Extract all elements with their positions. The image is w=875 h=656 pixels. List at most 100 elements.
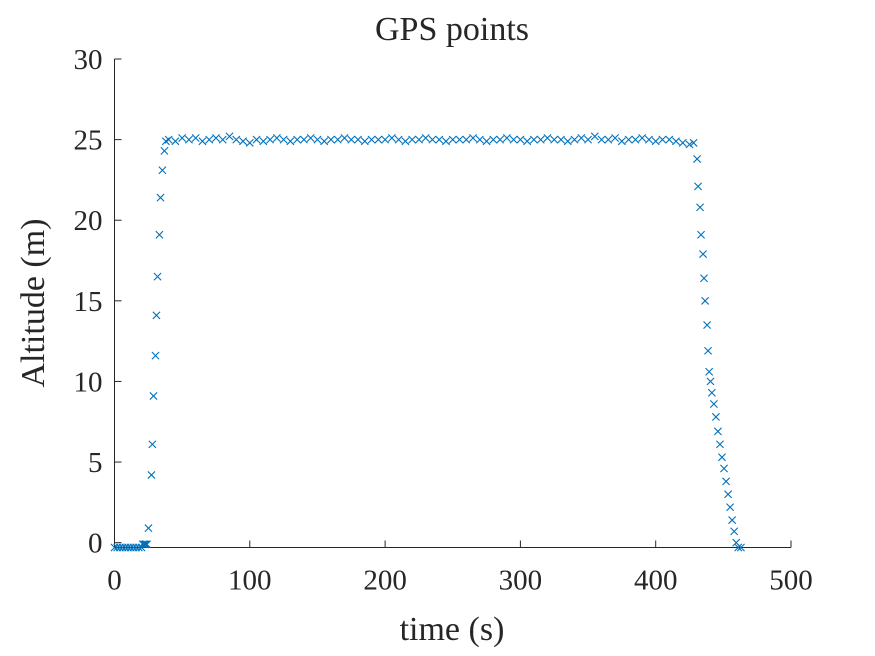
- marker: [705, 367, 714, 376]
- marker: [428, 135, 437, 144]
- marker: [678, 138, 687, 147]
- marker: [347, 135, 356, 144]
- marker: [360, 137, 369, 146]
- marker: [158, 166, 167, 175]
- y-tick-label: 30: [74, 44, 103, 76]
- marker: [631, 135, 640, 144]
- marker: [563, 137, 572, 146]
- marker: [489, 135, 498, 144]
- marker: [387, 134, 396, 142]
- x-tick-label: 500: [769, 565, 813, 597]
- x-tick-label: 100: [228, 565, 272, 597]
- marker: [704, 346, 713, 355]
- marker: [728, 516, 737, 525]
- marker: [326, 135, 335, 144]
- marker: [435, 135, 444, 144]
- y-axis-label: Altitude (m): [15, 218, 52, 387]
- marker: [502, 134, 511, 142]
- marker: [590, 132, 599, 141]
- marker: [225, 132, 234, 141]
- marker: [152, 311, 161, 320]
- marker: [151, 351, 160, 360]
- marker: [685, 140, 694, 149]
- marker: [142, 540, 151, 549]
- marker: [693, 154, 702, 163]
- marker: [153, 272, 162, 281]
- marker: [536, 135, 545, 144]
- marker: [726, 503, 735, 512]
- marker: [722, 477, 731, 486]
- y-tick-label: 25: [74, 125, 103, 157]
- marker: [557, 135, 565, 144]
- marker: [306, 134, 315, 142]
- chart-title: GPS points: [375, 11, 529, 48]
- marker: [496, 135, 505, 144]
- marker: [239, 137, 248, 146]
- marker: [421, 134, 430, 142]
- marker: [597, 135, 606, 144]
- marker: [469, 134, 478, 142]
- marker: [313, 135, 322, 144]
- marker: [408, 135, 417, 144]
- marker: [707, 388, 716, 397]
- marker: [482, 137, 491, 146]
- marker: [703, 321, 712, 330]
- marker: [697, 230, 706, 239]
- marker: [191, 134, 200, 142]
- marker: [211, 134, 220, 142]
- y-tick-label: 0: [88, 528, 103, 560]
- x-tick-label: 400: [634, 565, 678, 597]
- marker: [718, 453, 726, 462]
- marker: [715, 440, 724, 449]
- marker: [689, 138, 698, 147]
- marker: [171, 137, 180, 146]
- marker: [156, 193, 165, 202]
- marker: [198, 137, 207, 146]
- marker: [147, 470, 156, 479]
- marker: [696, 203, 705, 212]
- marker: [232, 135, 241, 144]
- marker: [730, 527, 739, 536]
- marker: [550, 135, 559, 144]
- marker: [144, 524, 153, 533]
- x-tick-label: 0: [107, 565, 122, 597]
- marker: [699, 250, 708, 259]
- marker: [651, 137, 660, 146]
- marker: [665, 135, 674, 144]
- marker: [543, 134, 552, 142]
- marker: [720, 464, 729, 473]
- y-tick-label: 5: [88, 447, 103, 479]
- marker: [441, 137, 450, 146]
- marker: [638, 134, 647, 142]
- marker: [644, 135, 653, 144]
- marker: [134, 543, 143, 552]
- marker: [252, 135, 261, 144]
- marker: [516, 135, 525, 144]
- marker: [140, 540, 149, 549]
- marker: [711, 412, 720, 421]
- marker: [293, 135, 302, 144]
- y-tick-label: 10: [74, 366, 103, 398]
- marker: [713, 427, 722, 436]
- marker: [701, 296, 710, 305]
- marker: [333, 135, 342, 144]
- marker: [279, 135, 288, 144]
- marker: [272, 134, 281, 142]
- marker: [734, 543, 743, 552]
- marker: [529, 135, 538, 144]
- marker: [509, 135, 518, 144]
- marker: [149, 391, 158, 400]
- marker: [245, 138, 254, 147]
- marker: [414, 135, 423, 144]
- marker: [570, 135, 579, 144]
- x-axis-label: time (s): [400, 611, 505, 648]
- marker: [299, 135, 308, 144]
- marker: [448, 135, 457, 144]
- marker: [709, 400, 718, 409]
- marker: [205, 135, 214, 144]
- marker: [475, 135, 484, 144]
- marker: [354, 135, 363, 144]
- marker: [286, 137, 295, 146]
- marker: [658, 135, 667, 144]
